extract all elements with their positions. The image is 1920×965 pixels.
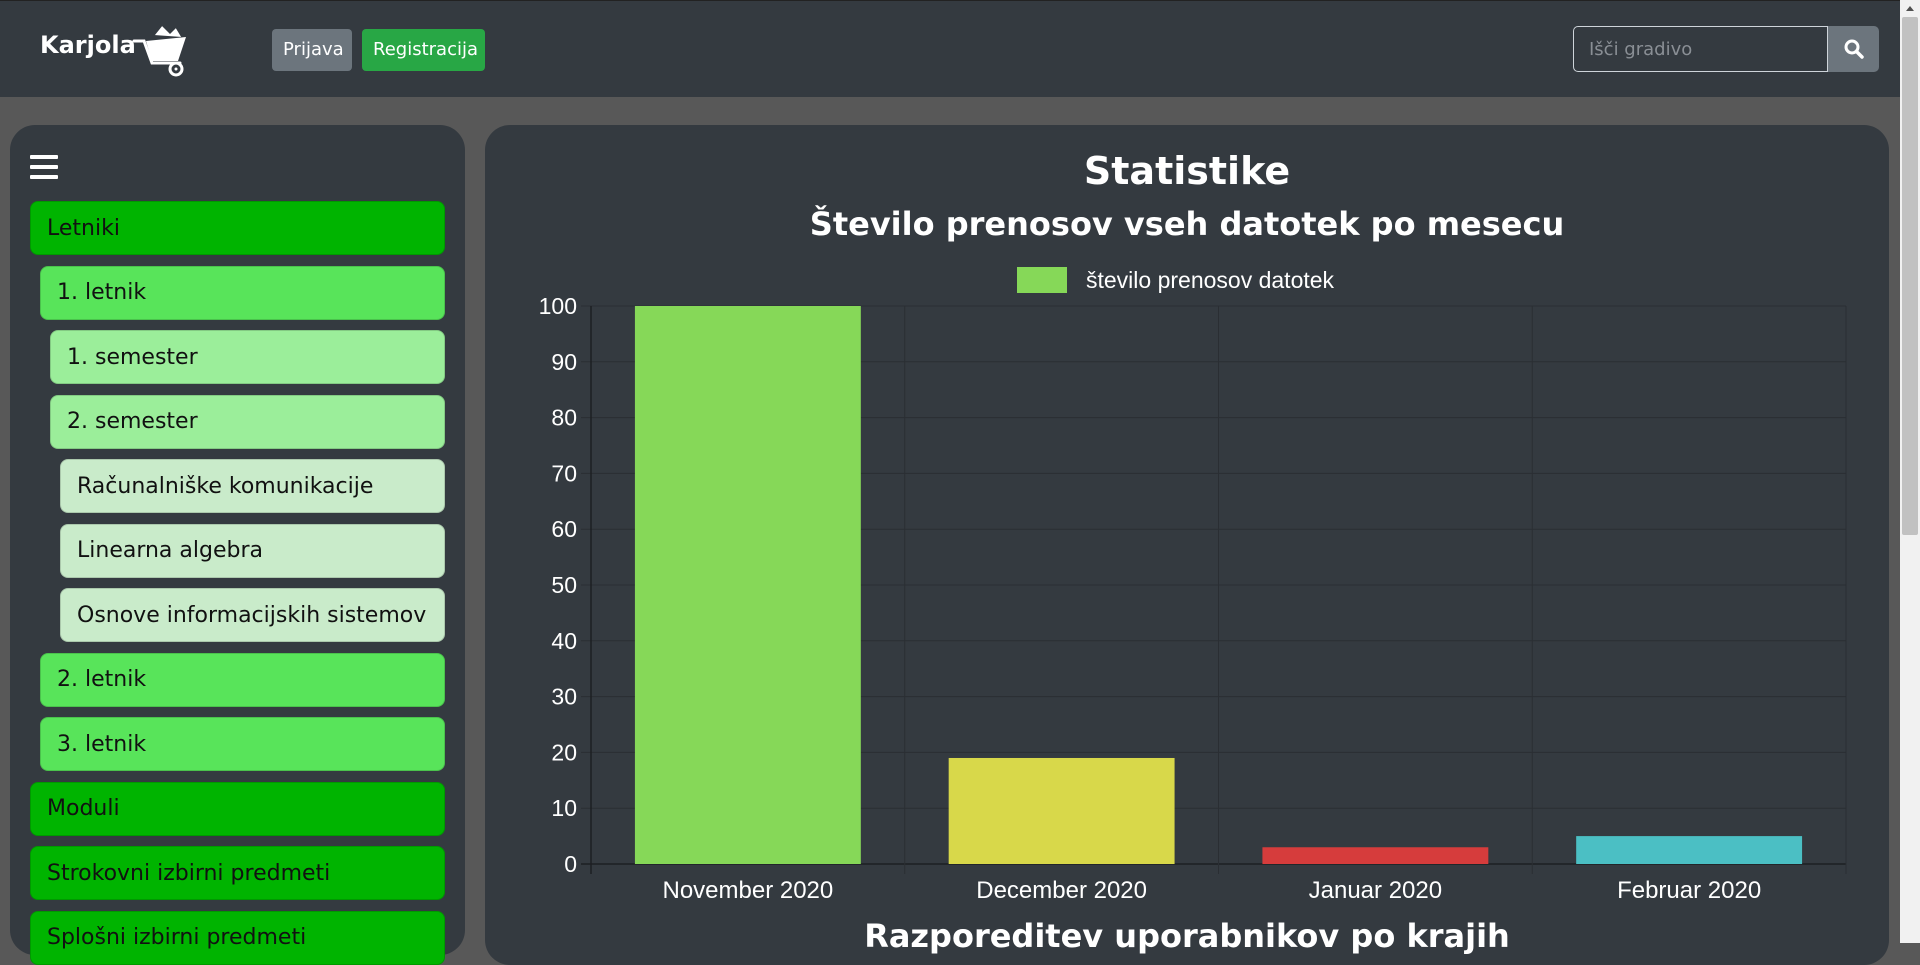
sidebar-item[interactable]: 1. semester [50,330,445,384]
sidebar-item[interactable]: 2. letnik [40,652,445,707]
search-input[interactable] [1573,26,1828,72]
legend-swatch [1017,267,1067,293]
x-tick-label: Februar 2020 [1617,877,1761,904]
sidebar-item-label: Osnove informacijskih sistemov [77,602,427,628]
downloads-bar-chart: število prenosov datotek 0 10 20 30 40 50 60 70 8… [539,267,1847,904]
next-chart-title: Razporeditev uporabnikov po krajih [864,917,1510,955]
y-tick-label: 80 [551,405,577,431]
sidebar-item-label: 2. semester [67,409,198,434]
sidebar-item[interactable]: Moduli [30,781,445,836]
y-tick-label: 30 [551,684,577,710]
sidebar-item[interactable]: Letniki [30,201,445,255]
sidebar-item-label: Moduli [47,796,120,821]
page-scrollbar[interactable] [1900,0,1920,943]
bar [634,306,861,864]
chart-title: Število prenosov vseh datotek po mesecu [809,205,1565,243]
scroll-thumb[interactable] [1902,17,1918,535]
brand-name[interactable]: Karjola [40,31,136,59]
search-icon [1844,39,1864,59]
sidebar: Letniki 1. letnik 1. semester 2. semester Ra… [10,125,465,965]
sidebar-item[interactable]: 1. letnik [40,265,445,320]
y-tick-label: 70 [551,460,577,486]
y-tick-label: 100 [539,293,577,319]
x-tick-label: November 2020 [662,877,833,904]
sidebar-item-label: Letniki [47,215,120,241]
y-tick-label: 90 [551,349,577,375]
sidebar-item-label: 1. semester [67,344,198,370]
legend-label: število prenosov datotek [1086,267,1335,293]
login-button[interactable]: Prijava [272,29,352,71]
page-title: Statistike [1083,149,1291,193]
scroll-up-arrow-icon[interactable] [1900,0,1920,17]
sidebar-item[interactable]: Osnove informacijskih sistemov [60,588,445,642]
sidebar-item-label: 1. letnik [57,280,147,305]
top-navbar: Karjola Prijava Registracija [0,0,1920,97]
sidebar-item-label: Linearna algebra [77,538,263,563]
sidebar-item[interactable]: 2. semester [50,394,445,449]
sidebar-item-label: Računalniške komunikacije [77,473,374,499]
y-tick-label: 10 [551,795,577,821]
x-tick-label: Januar 2020 [1309,877,1442,904]
sidebar-item-label: Splošni izbirni predmeti [47,925,307,950]
sidebar-item[interactable]: Splošni izbirni predmeti [30,910,445,965]
main-content: Statistike Število prenosov vseh datotek… [485,125,1889,965]
bar [948,757,1175,864]
search-button[interactable] [1828,26,1879,72]
sidebar-item[interactable]: Linearna algebra [60,523,445,578]
sidebar-item-label: Strokovni izbirni predmeti [47,860,331,886]
sidebar-item[interactable]: Računalniške komunikacije [60,459,445,513]
wheelbarrow-logo-icon[interactable] [130,23,192,77]
sidebar-item[interactable]: Strokovni izbirni predmeti [30,846,445,900]
y-tick-label: 50 [551,572,577,598]
y-tick-label: 0 [564,851,577,877]
sidebar-item[interactable]: 3. letnik [40,717,445,771]
y-tick-label: 60 [551,516,577,542]
hamburger-menu-icon[interactable] [30,155,58,179]
x-tick-label: December 2020 [976,877,1147,904]
sidebar-item-label: 3. letnik [57,731,147,757]
bar [1576,836,1803,864]
y-tick-label: 20 [551,739,577,765]
y-tick-label: 40 [551,628,577,654]
bar [1262,847,1489,864]
sidebar-item-label: 2. letnik [57,667,147,692]
register-button[interactable]: Registracija [362,29,485,71]
